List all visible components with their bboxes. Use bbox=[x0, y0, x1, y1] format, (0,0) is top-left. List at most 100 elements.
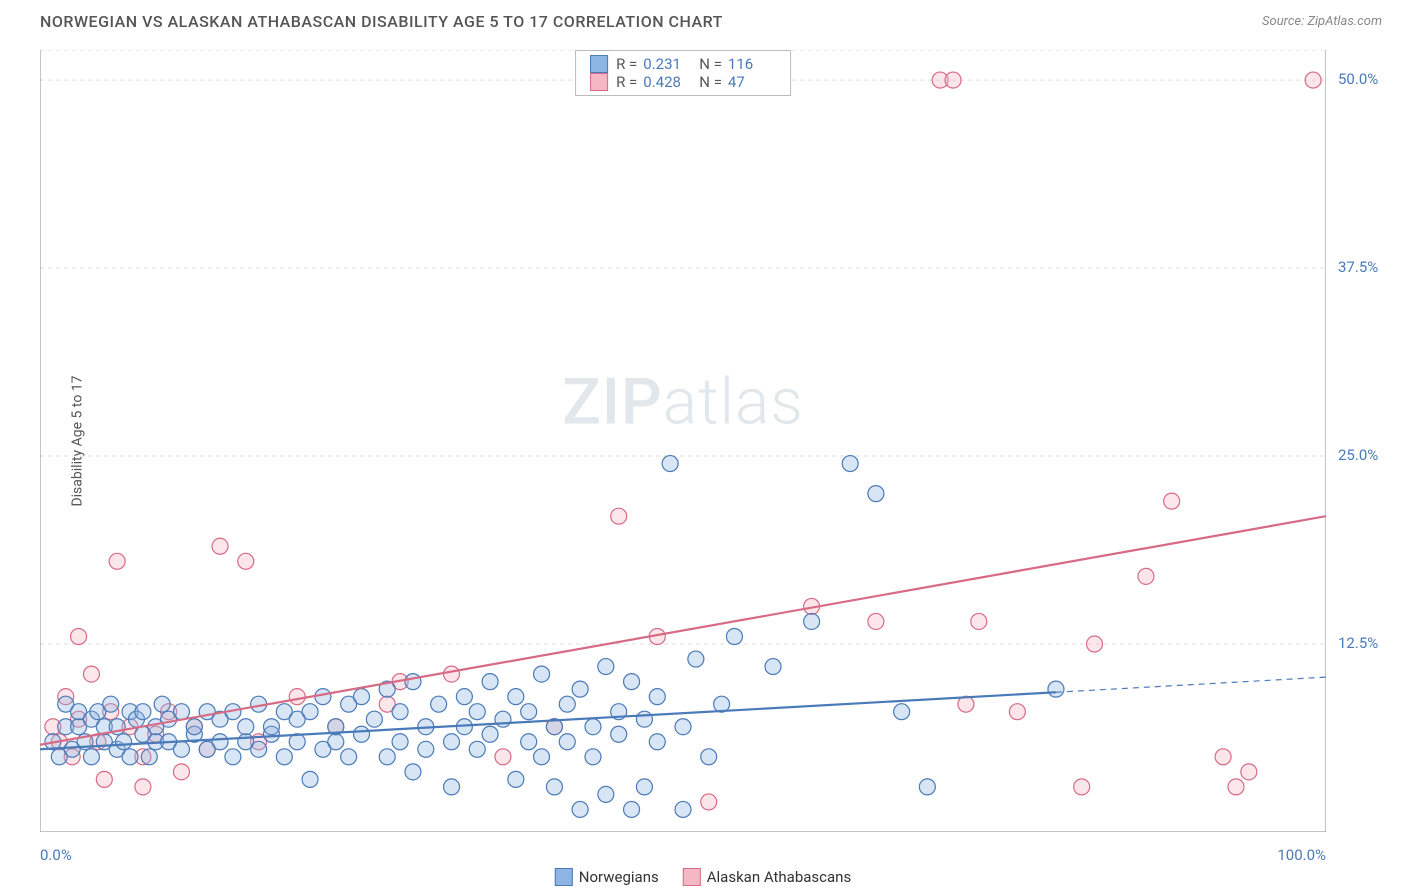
data-point bbox=[315, 689, 331, 705]
data-point bbox=[276, 749, 292, 765]
data-point bbox=[495, 749, 511, 765]
data-point bbox=[482, 726, 498, 742]
swatch-norwegians-icon bbox=[590, 55, 608, 73]
data-point bbox=[341, 749, 357, 765]
data-point bbox=[804, 613, 820, 629]
data-point bbox=[649, 734, 665, 750]
r-value-norwegians: 0.231 bbox=[643, 55, 691, 73]
data-point bbox=[263, 719, 279, 735]
data-point bbox=[366, 711, 382, 727]
data-point bbox=[559, 696, 575, 712]
data-point bbox=[521, 704, 537, 720]
data-point bbox=[116, 734, 132, 750]
data-point bbox=[521, 734, 537, 750]
data-point bbox=[302, 771, 318, 787]
data-point bbox=[611, 726, 627, 742]
data-point bbox=[842, 456, 858, 472]
data-point bbox=[456, 689, 472, 705]
data-point bbox=[868, 613, 884, 629]
data-point bbox=[379, 749, 395, 765]
data-point bbox=[585, 719, 601, 735]
x-axis-labels: 0.0% 100.0% bbox=[40, 846, 1326, 864]
data-point bbox=[1241, 764, 1257, 780]
data-point bbox=[238, 553, 254, 569]
y-tick-label: 25.0% bbox=[1338, 446, 1378, 464]
data-point bbox=[649, 689, 665, 705]
data-point bbox=[96, 771, 112, 787]
data-point bbox=[135, 779, 151, 795]
data-point bbox=[328, 734, 344, 750]
data-point bbox=[611, 508, 627, 524]
data-point bbox=[405, 764, 421, 780]
data-point bbox=[83, 749, 99, 765]
y-tick-label: 37.5% bbox=[1338, 258, 1378, 276]
data-point bbox=[302, 704, 318, 720]
data-point bbox=[1164, 493, 1180, 509]
data-point bbox=[585, 749, 601, 765]
bottom-legend: Norwegians Alaskan Athabascans bbox=[555, 868, 851, 886]
n-value-norwegians: 116 bbox=[728, 55, 776, 73]
data-point bbox=[469, 741, 485, 757]
data-point bbox=[418, 741, 434, 757]
swatch-athabascans-icon bbox=[590, 73, 608, 91]
data-point bbox=[212, 538, 228, 554]
data-point bbox=[289, 689, 305, 705]
x-max-label: 100.0% bbox=[1277, 846, 1326, 864]
legend-item-athabascans: Alaskan Athabascans bbox=[683, 868, 851, 886]
swatch-athabascans-icon bbox=[683, 868, 701, 886]
data-point bbox=[701, 749, 717, 765]
stats-row-norwegians: R = 0.231 N = 116 bbox=[590, 55, 776, 73]
data-point bbox=[624, 801, 640, 817]
data-point bbox=[109, 553, 125, 569]
data-point bbox=[508, 771, 524, 787]
data-point bbox=[534, 749, 550, 765]
data-point bbox=[701, 794, 717, 810]
data-point bbox=[238, 719, 254, 735]
y-tick-label: 12.5% bbox=[1338, 634, 1378, 652]
x-min-label: 0.0% bbox=[40, 846, 72, 864]
data-point bbox=[1305, 72, 1321, 88]
data-point bbox=[225, 749, 241, 765]
n-value-athabascans: 47 bbox=[728, 73, 776, 91]
data-point bbox=[598, 659, 614, 675]
data-point bbox=[1048, 681, 1064, 697]
data-point bbox=[572, 681, 588, 697]
data-point bbox=[726, 629, 742, 645]
data-point bbox=[1074, 779, 1090, 795]
data-point bbox=[1215, 749, 1231, 765]
data-point bbox=[534, 666, 550, 682]
data-point bbox=[675, 719, 691, 735]
data-point bbox=[354, 726, 370, 742]
data-point bbox=[141, 749, 157, 765]
source-link[interactable]: ZipAtlas.com bbox=[1307, 14, 1382, 29]
data-point bbox=[1138, 568, 1154, 584]
data-point bbox=[945, 72, 961, 88]
data-point bbox=[624, 674, 640, 690]
chart-title: NORWEGIAN VS ALASKAN ATHABASCAN DISABILI… bbox=[40, 12, 723, 31]
data-point bbox=[405, 674, 421, 690]
data-point bbox=[122, 749, 138, 765]
data-point bbox=[83, 666, 99, 682]
data-point bbox=[154, 696, 170, 712]
data-point bbox=[212, 734, 228, 750]
data-point bbox=[103, 696, 119, 712]
data-point bbox=[444, 666, 460, 682]
data-point bbox=[173, 704, 189, 720]
data-point bbox=[894, 704, 910, 720]
data-point bbox=[508, 689, 524, 705]
data-point bbox=[1087, 636, 1103, 652]
y-tick-label: 50.0% bbox=[1338, 70, 1378, 88]
r-value-athabascans: 0.428 bbox=[643, 73, 691, 91]
data-point bbox=[636, 711, 652, 727]
source-attribution: Source: ZipAtlas.com bbox=[1262, 14, 1382, 29]
data-point bbox=[971, 613, 987, 629]
data-point bbox=[444, 779, 460, 795]
data-point bbox=[765, 659, 781, 675]
data-point bbox=[636, 779, 652, 795]
data-point bbox=[495, 711, 511, 727]
data-point bbox=[135, 704, 151, 720]
data-point bbox=[186, 719, 202, 735]
data-point bbox=[444, 734, 460, 750]
data-point bbox=[392, 704, 408, 720]
data-point bbox=[392, 734, 408, 750]
